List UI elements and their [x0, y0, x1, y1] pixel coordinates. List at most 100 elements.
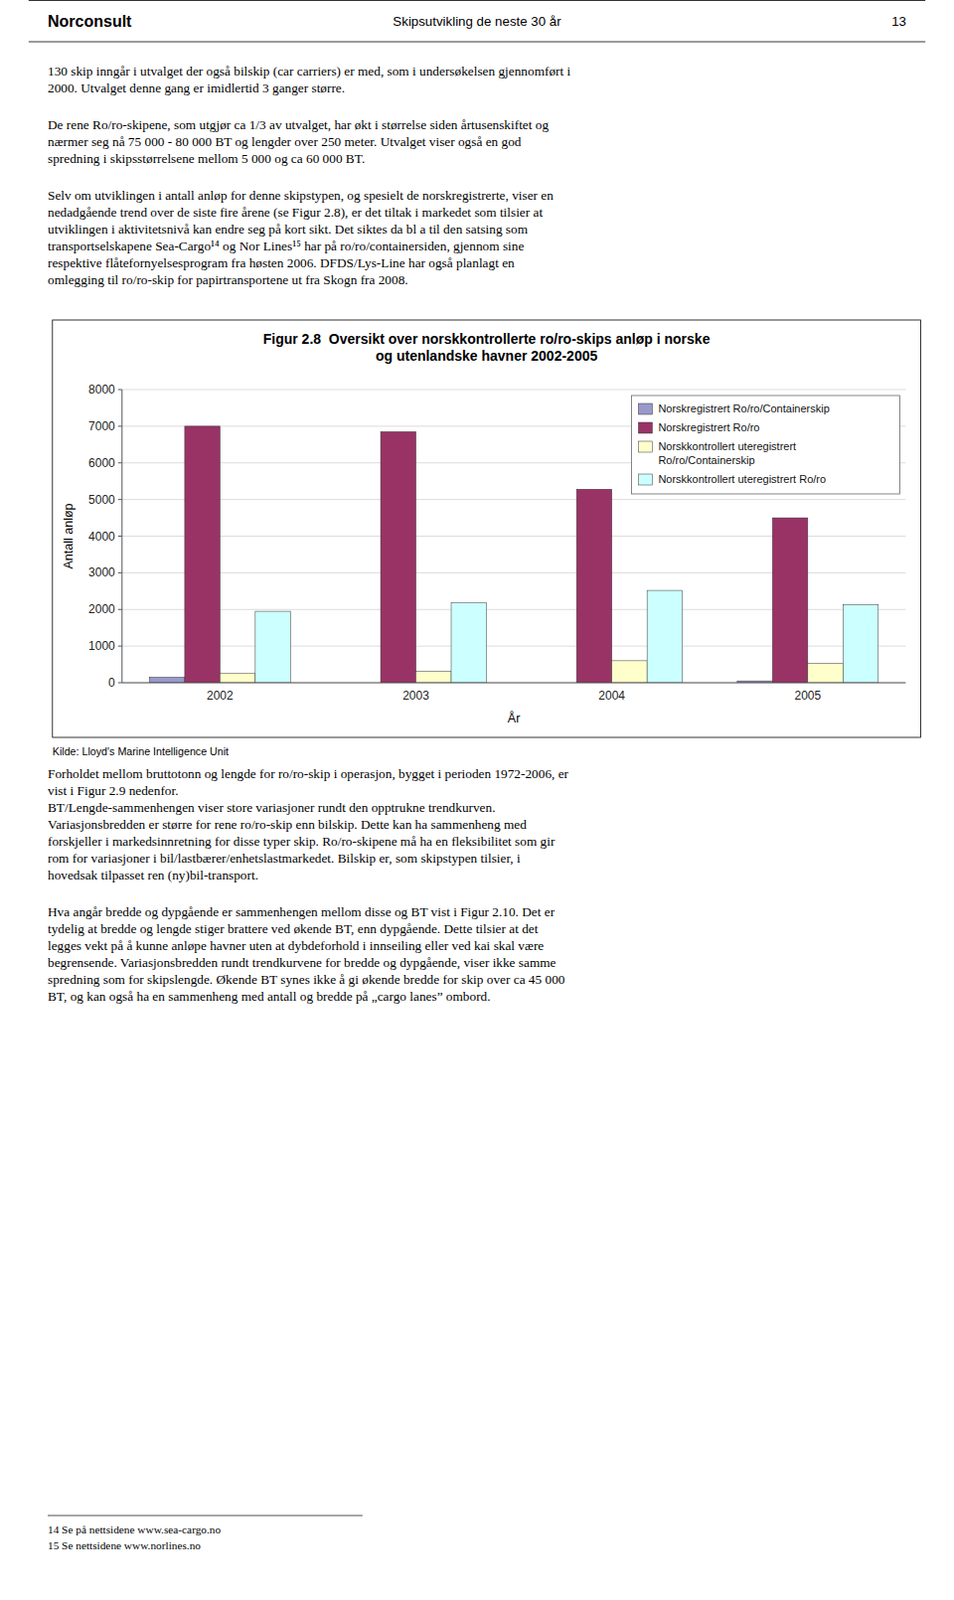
y-tick: [118, 609, 123, 611]
y-tick-label: 4000: [88, 529, 116, 544]
y-axis-line: [121, 389, 123, 683]
bar: [416, 671, 452, 683]
y-tick-label: 2000: [88, 602, 116, 617]
x-axis: 2002 2003 2004 2005: [206, 688, 821, 703]
body-line: 2000. Utvalget denne gang er imidlertid …: [47, 80, 345, 96]
legend-swatch: [637, 403, 652, 415]
body-after: Forholdet mellom bruttotonn og lengde fo…: [47, 766, 570, 1004]
body-line: BT, og kan også ha en sammenheng med ant…: [47, 988, 491, 1004]
body-line: tydelig at bredde og lengde stiger bratt…: [47, 921, 539, 937]
bar: [576, 488, 612, 683]
legend-label-line: Norskregistrert Ro/ro/Containerskip: [657, 402, 829, 415]
header-page: 13: [891, 13, 907, 29]
footnote: 14 Se på nettsidene www.sea-cargo.no: [47, 1523, 221, 1536]
y-axis-label: Antall anløp: [61, 502, 76, 569]
body-line: respektive flåtefornyelsesprogram fra hø…: [47, 255, 515, 271]
legend-label-line: Norskkontrollert uteregistrert: [657, 440, 796, 453]
legend-swatch: [637, 474, 652, 485]
y-tick-label: 1000: [88, 638, 116, 653]
header-text: Skipsutvikling de neste 30 år: [392, 13, 562, 29]
body-line: rom for variasjoner i bil/lastbærer/enhe…: [47, 850, 521, 866]
chart-title: Figur 2.8 Oversikt over norskkontrollert…: [263, 330, 711, 364]
y-tick: [118, 462, 123, 464]
legend-label: Norskkontrollert uteregistrert Ro/ro: [657, 473, 826, 485]
header-logo: Norconsult: [47, 12, 133, 30]
body-line: nærmer seg nå 75 000 - 80 000 BT og leng…: [47, 134, 522, 150]
y-tick-label: 7000: [88, 419, 116, 434]
body-line: Variasjonsbredden er større for rene ro/…: [47, 816, 527, 832]
y-tick-label: 6000: [88, 456, 116, 471]
chart-title-line: Figur 2.8 Oversikt over norskkontrollert…: [263, 330, 711, 347]
footnote: 15 Se nettsidene www.norlines.no: [47, 1539, 201, 1552]
x-tick-label: 2003: [402, 688, 430, 703]
bar: [219, 673, 255, 683]
x-axis-label: År: [507, 710, 521, 726]
legend-swatch: [637, 422, 652, 434]
y-tick: [118, 498, 123, 500]
bar-series: [255, 590, 879, 683]
body-line: De rene Ro/ro-skipene, som utgjør ca 1/3…: [47, 117, 549, 133]
y-tick-label: 0: [108, 675, 116, 690]
body-line: omlegging til ro/ro-skip for papirtransp…: [47, 272, 409, 288]
header-rule: [28, 41, 926, 43]
legend-label-line: Norskregistrert Ro/ro: [657, 421, 760, 434]
footnote-rule: [47, 1515, 363, 1517]
body-line: vist i Figur 2.9 nedenfor.: [47, 783, 178, 798]
legend-box: [631, 395, 900, 494]
body-before: 130 skip inngår i utvalget der også bils…: [47, 63, 572, 288]
body-line: utviklingen i aktivitetsnivå kan endre s…: [47, 221, 529, 237]
header: Norconsult Skipsutvikling de neste 30 år 1…: [28, 0, 926, 43]
legend-label: Norskkontrollert uteregistrertRo/ro/Cont…: [657, 440, 796, 467]
bar: [184, 426, 220, 683]
bar: [772, 517, 807, 683]
bar: [380, 431, 416, 683]
y-tick-label: 3000: [88, 565, 116, 580]
x-tick-label: 2004: [598, 688, 626, 703]
body-line: BT/Lengde-sammenhengen viser store varia…: [47, 799, 495, 815]
body-line: begrensende. Variasjonsbredden rundt tre…: [47, 954, 557, 970]
grid-line: [122, 682, 907, 684]
footnotes: 14 Se på nettsidene www.sea-cargo.no 15 S…: [47, 1515, 363, 1552]
y-tick-label: 5000: [88, 492, 116, 507]
body-line: 130 skip inngår i utvalget der også bils…: [47, 63, 572, 79]
legend-label: Norskregistrert Ro/ro/Containerskip: [657, 402, 829, 415]
body-line: legges vekt på å kunne anløpe havner ute…: [47, 938, 544, 954]
x-tick-label: 2002: [206, 688, 234, 703]
body-line: hovedsak tilpasset ren (ny)bil-transport…: [47, 867, 259, 883]
legend-label: Norskregistrert Ro/ro: [657, 421, 760, 434]
y-tick: [118, 535, 123, 537]
legend: Norskregistrert Ro/ro/Containerskip Norsk…: [631, 395, 900, 494]
y-tick: [118, 389, 123, 391]
bar: [149, 676, 184, 683]
chart-title-line: og utenlandske havner 2002-2005: [375, 347, 599, 364]
legend-label-line: Norskkontrollert uteregistrert Ro/ro: [657, 473, 826, 485]
bar-series: [219, 660, 843, 683]
chart: Figur 2.8 Oversikt over norskkontrollert…: [52, 319, 922, 738]
grid-line: [122, 498, 907, 500]
body-line: spredning som for skipslengde. Økende BT…: [47, 971, 566, 987]
bar: [807, 662, 843, 683]
body-line: Selv om utviklingen i antall anløp for d…: [47, 187, 554, 203]
bar: [646, 590, 682, 683]
body-line: Forholdet mellom bruttotonn og lengde fo…: [47, 766, 570, 782]
bar: [842, 604, 878, 683]
source-note: Kilde: Lloyd's Marine Intelligence Unit: [52, 745, 229, 758]
y-tick: [118, 425, 123, 427]
body-line: transportselskapene Sea-Cargo¹⁴ og Nor L…: [47, 238, 524, 254]
chart-border: [52, 319, 922, 738]
body-line: nedadgående trend over de siste fire åre…: [47, 204, 543, 220]
bar: [451, 603, 486, 683]
plot-background: [122, 389, 907, 683]
y-tick: [118, 645, 123, 647]
x-tick-label: 2005: [794, 688, 821, 703]
body-line: forskjeller i markedsinnretning for diss…: [47, 833, 556, 849]
y-tick-label: 8000: [88, 382, 116, 397]
y-tick: [118, 682, 123, 684]
x-axis-line: [122, 682, 907, 684]
header-rule: [28, 0, 926, 1]
body-line: Hva angår bredde og dypgående er sammenh…: [47, 904, 556, 920]
bar: [612, 660, 647, 683]
bar-series: [184, 426, 808, 683]
bar: [255, 611, 291, 683]
legend-label-line: Ro/ro/Containerskip: [657, 454, 755, 467]
